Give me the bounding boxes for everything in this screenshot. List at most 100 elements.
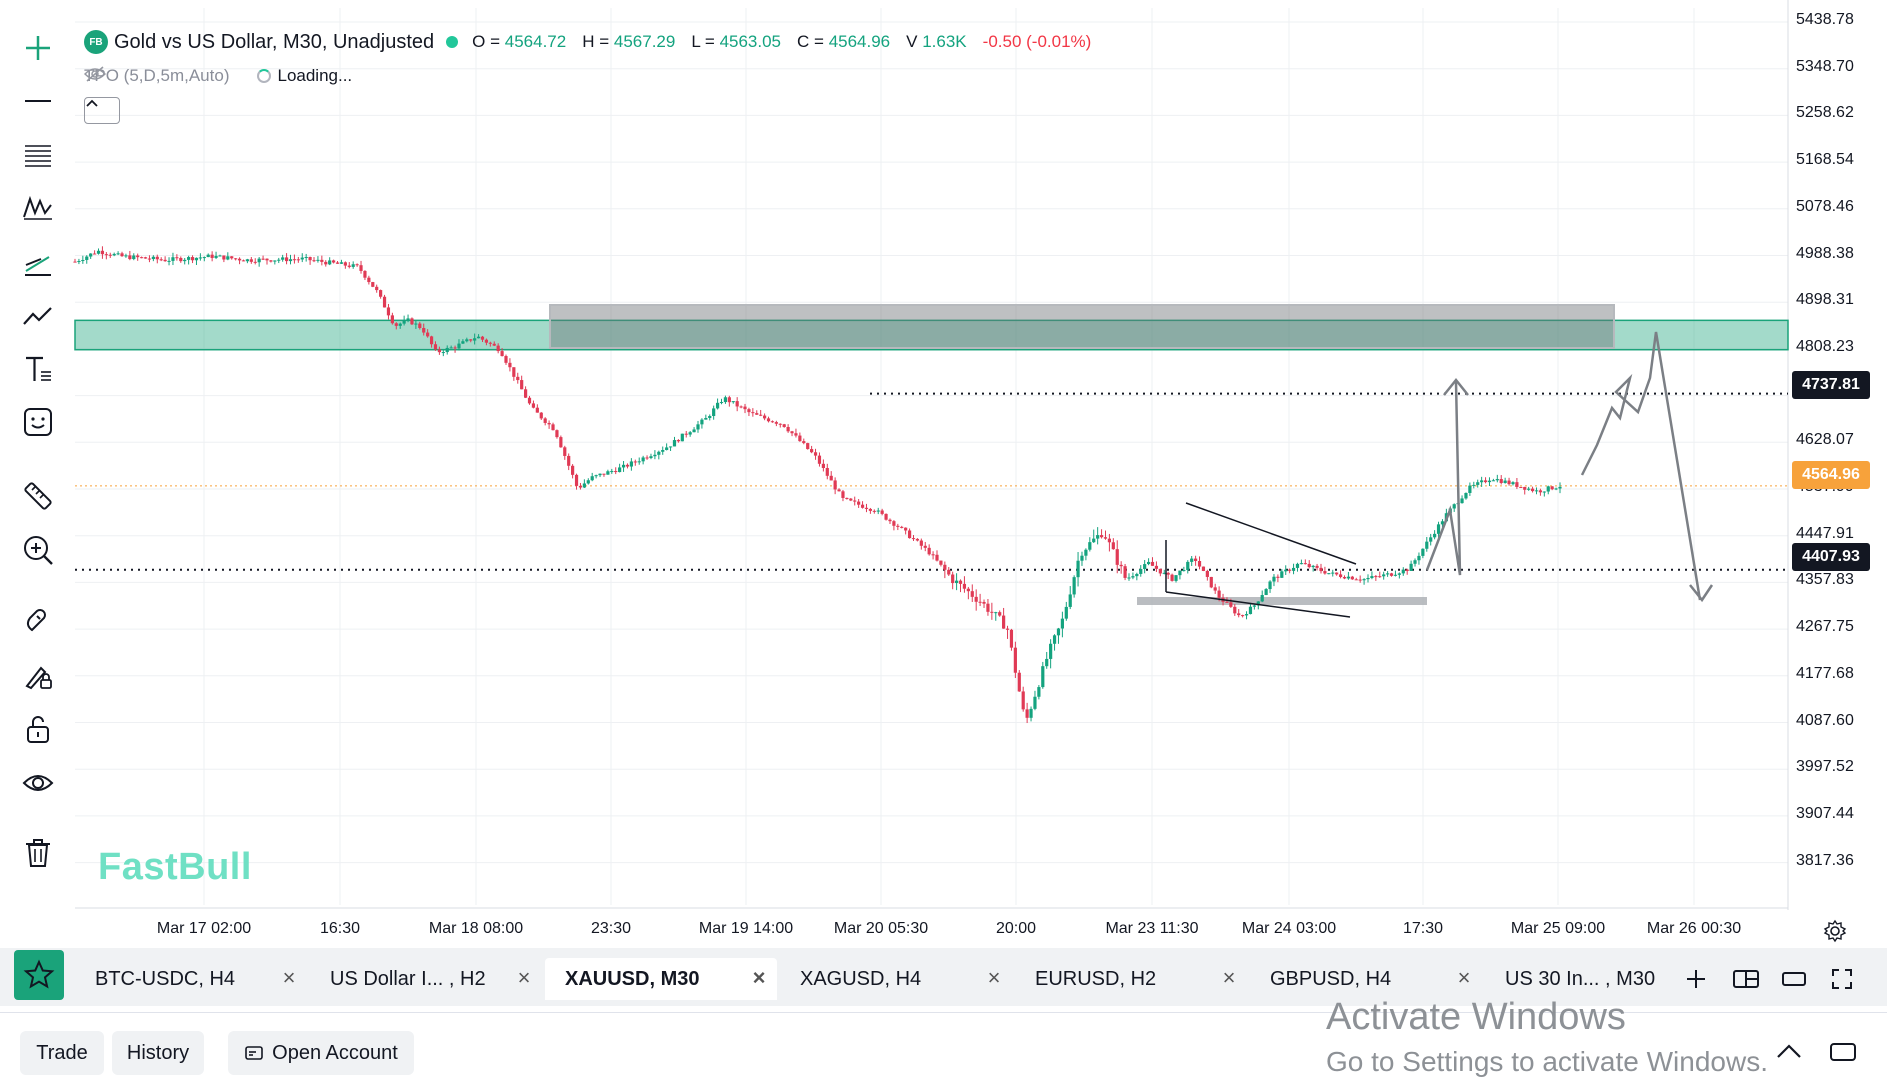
chart-tab[interactable]: US Dollar I... , H2 × xyxy=(310,958,542,1000)
close-tab-icon[interactable]: × xyxy=(987,965,1001,990)
candle-body xyxy=(1323,571,1327,574)
ohlc-open: O = 4564.72 xyxy=(472,32,567,51)
time-tick-label: 20:00 xyxy=(995,920,1037,937)
candle-body xyxy=(708,416,712,419)
candle-body xyxy=(696,424,700,430)
close-tab-icon[interactable]: × xyxy=(282,965,296,990)
price-tick-label: 4988.38 xyxy=(1796,244,1854,262)
candle-body xyxy=(935,554,939,561)
candle-body xyxy=(1115,549,1119,565)
lock-drawing-tool-button[interactable] xyxy=(18,655,58,695)
price-tick-label: 3997.52 xyxy=(1796,758,1854,776)
candle-body xyxy=(1346,576,1351,579)
candle-body xyxy=(1052,635,1057,644)
horizontal-line-icon xyxy=(25,100,51,102)
zoom-in-tool-button[interactable] xyxy=(18,530,58,570)
candle-body xyxy=(1554,488,1558,490)
price-tick-label: 4898.31 xyxy=(1796,291,1854,309)
wedge-lower-line xyxy=(1165,591,1351,618)
symbol-title[interactable]: Gold vs US Dollar, M30, Unadjusted xyxy=(114,30,435,53)
time-tick-label: Mar 26 00:30 xyxy=(1646,920,1742,937)
projection-tool-button[interactable] xyxy=(18,242,58,282)
brush-tool-button[interactable] xyxy=(18,295,58,335)
crosshair-tool-button[interactable] xyxy=(18,28,58,68)
price-tick-label: 4357.83 xyxy=(1796,571,1854,589)
candle-body xyxy=(868,508,872,511)
expand-panel-button[interactable] xyxy=(1774,1041,1808,1065)
chart-tab[interactable]: EURUSD, H2 × xyxy=(1015,958,1247,1000)
close-tab-icon[interactable]: × xyxy=(1222,965,1236,990)
pattern-tool-button[interactable] xyxy=(18,188,58,228)
candle-body xyxy=(488,342,492,344)
star-icon xyxy=(23,959,55,989)
candle-body xyxy=(504,356,508,363)
magnet-tool-button[interactable] xyxy=(18,601,58,641)
price-tick-label: 4267.75 xyxy=(1796,618,1854,636)
candle-body xyxy=(582,483,586,488)
delete-drawings-button[interactable] xyxy=(18,832,58,872)
open-account-button[interactable]: Open Account xyxy=(228,1031,414,1075)
candle-body xyxy=(1280,571,1284,578)
fib-tool-button[interactable] xyxy=(18,135,58,175)
supply-zone xyxy=(74,319,1789,351)
price-chart[interactable] xyxy=(0,0,1887,950)
activate-windows-subtitle: Go to Settings to activate Windows. xyxy=(1326,1046,1768,1077)
candle-body xyxy=(1366,577,1370,580)
chart-tab[interactable]: US 30 In... , M30 xyxy=(1485,958,1717,1000)
favorites-button[interactable] xyxy=(14,950,64,1000)
candle-body xyxy=(1327,573,1331,575)
candle-body xyxy=(402,320,406,324)
chart-pane[interactable]: FB Gold vs US Dollar, M30, Unadjusted O … xyxy=(0,0,1887,950)
candle-body xyxy=(907,530,912,539)
tpo-indicator-label[interactable]: TPO (5,D,5m,Auto) xyxy=(84,66,230,85)
candle-body xyxy=(1064,606,1068,619)
chevron-up-icon xyxy=(1777,1044,1801,1058)
close-tab-icon[interactable]: × xyxy=(517,965,531,990)
price-tick-label: 5168.54 xyxy=(1796,151,1854,169)
candle-body xyxy=(1166,572,1170,575)
support-box xyxy=(1137,597,1427,605)
candle-body xyxy=(257,258,261,263)
candle-body xyxy=(1342,577,1347,579)
time-tick-label: 16:30 xyxy=(319,920,361,937)
candle-body xyxy=(410,318,414,325)
candle-body xyxy=(1033,696,1037,709)
lock-all-button[interactable] xyxy=(18,709,58,749)
candle-body xyxy=(465,339,469,342)
icon-tool-button[interactable] xyxy=(18,402,58,442)
chart-tab[interactable]: BTC-USDC, H4 × xyxy=(75,958,307,1000)
hide-drawings-button[interactable] xyxy=(18,763,58,803)
close-tab-icon[interactable]: × xyxy=(1457,965,1471,990)
trend-line-tool-button[interactable] xyxy=(18,81,58,121)
chevron-up-icon xyxy=(86,99,98,107)
candle-body xyxy=(147,258,152,260)
candle-body xyxy=(539,412,543,419)
single-layout-button[interactable] xyxy=(1778,963,1810,995)
candle-body xyxy=(1158,568,1162,574)
chart-settings-gear-icon[interactable] xyxy=(1822,918,1848,944)
close-tab-icon[interactable]: × xyxy=(752,965,766,990)
chart-tab[interactable]: XAGUSD, H4 × xyxy=(780,958,1012,1000)
projection-icon xyxy=(25,256,51,276)
fullscreen-button[interactable] xyxy=(1826,963,1858,995)
measure-tool-button[interactable] xyxy=(18,476,58,516)
price-tick-label: 3907.44 xyxy=(1796,804,1854,822)
chart-tab[interactable]: GBPUSD, H4 × xyxy=(1250,958,1482,1000)
chart-tab[interactable]: XAUUSD, M30 × xyxy=(545,958,777,1000)
history-button[interactable]: History xyxy=(112,1031,204,1075)
layout-button[interactable] xyxy=(1730,963,1762,995)
add-tab-button[interactable] xyxy=(1680,963,1712,995)
candle-body xyxy=(363,270,367,278)
candle-body xyxy=(974,596,978,602)
candle-body xyxy=(786,426,790,432)
level-high-price-label: 4737.81 xyxy=(1792,371,1870,399)
fib-retracement-icon xyxy=(25,145,51,167)
maximize-panel-button[interactable] xyxy=(1828,1041,1862,1065)
candle-body xyxy=(245,259,250,262)
text-tool-button[interactable] xyxy=(18,349,58,389)
ruler-icon xyxy=(24,482,52,510)
collapse-legend-button[interactable] xyxy=(84,97,120,124)
trade-button[interactable]: Trade xyxy=(20,1031,104,1075)
candle-body xyxy=(324,261,328,265)
